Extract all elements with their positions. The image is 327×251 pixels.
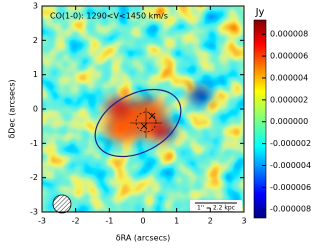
annotation: CO(1-0): 1290<V<1450 km/s: [50, 12, 168, 21]
crosshair: [130, 108, 162, 138]
x-tick-label: 1: [174, 217, 179, 226]
colorbar-label: Jy: [255, 7, 265, 18]
colorbar-tick-label: 0.000006: [270, 52, 308, 61]
x-axis-label: δRA (arcsecs): [116, 234, 170, 243]
scale-box: [190, 200, 242, 211]
colorbar-tick-label: 0.000002: [270, 95, 308, 104]
colorbar-tick-label: 0.000004: [270, 73, 308, 82]
x-tick-label: 0: [140, 217, 145, 226]
y-tick-label: 1: [33, 70, 38, 79]
y-tick-label: 0: [33, 105, 38, 114]
map-image: [42, 6, 244, 212]
y-tick-label: -2: [30, 173, 38, 182]
x-tick-label: -1: [105, 217, 113, 226]
y-tick-label: -3: [30, 208, 38, 217]
cross-markers: [140, 112, 156, 130]
colorbar-tick-label: -0.000008: [270, 205, 311, 214]
colorbar-tick-label: -0.000004: [270, 161, 311, 170]
y-tick-label: 3: [33, 2, 38, 11]
beam: [52, 194, 72, 214]
x-tick-label: 3: [241, 217, 246, 226]
colorbar-tick-label: -0.000002: [270, 139, 311, 148]
colorbar-tick-label: -0.000006: [270, 183, 311, 192]
x-tick-label: 2: [208, 217, 213, 226]
colorbar: [253, 19, 267, 219]
colorbar-tick-label: 0.000008: [270, 30, 308, 39]
colorbar-tick-label: 0.000000: [270, 117, 308, 126]
y-tick-label: -1: [30, 139, 38, 148]
x-tick-label: -3: [38, 217, 46, 226]
scale-label: 1'' = 2.2 kpc: [197, 205, 235, 212]
aperture: [135, 111, 157, 133]
y-axis-label: δDec (arcsecs): [8, 79, 17, 138]
source-ellipse: [94, 88, 182, 158]
x-tick-label: -2: [72, 217, 80, 226]
y-tick-label: 2: [33, 36, 38, 45]
